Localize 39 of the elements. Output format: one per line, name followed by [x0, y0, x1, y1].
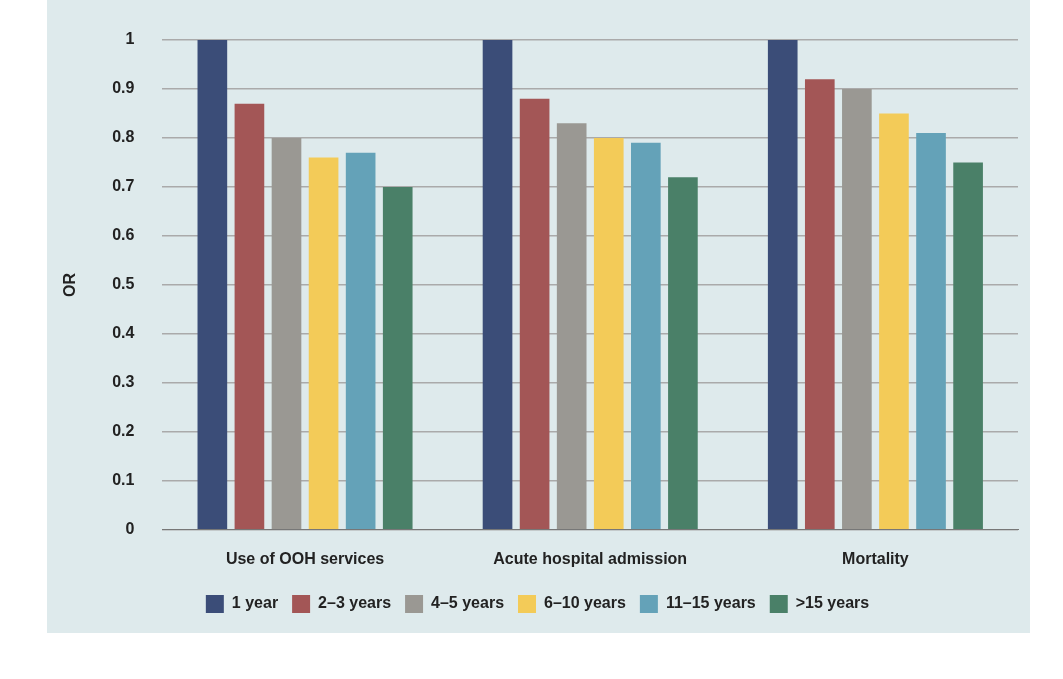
y-tick-label: 0.7	[112, 177, 135, 195]
bar	[234, 103, 265, 530]
y-tick-label: 1	[125, 30, 135, 48]
legend-label: 4–5 years	[431, 594, 505, 612]
y-tick-label: 0.1	[112, 471, 135, 489]
bar	[519, 98, 550, 530]
bar	[767, 40, 798, 530]
bar	[879, 113, 909, 530]
y-tick-label: 0	[125, 520, 135, 538]
bar	[308, 157, 339, 530]
bar	[842, 88, 872, 530]
y-tick-label: 0.2	[112, 422, 135, 440]
legend-label: 6–10 years	[544, 594, 626, 612]
bar	[953, 162, 983, 530]
bar	[556, 123, 587, 530]
y-tick-label: 0.5	[112, 275, 135, 293]
bar	[345, 152, 376, 530]
bar	[631, 142, 661, 530]
y-tick-label: 0.3	[112, 373, 135, 391]
bar	[668, 177, 698, 530]
legend-label: 11–15 years	[665, 594, 756, 612]
bar	[916, 133, 946, 530]
x-tick-label: Use of OOH services	[225, 549, 385, 567]
bar	[271, 137, 302, 530]
legend-label: 2–3 years	[318, 594, 392, 612]
legend-label: 1 year	[231, 594, 279, 612]
bar	[593, 137, 624, 530]
x-tick-label: Acute hospital admission	[493, 549, 688, 567]
y-axis-title: OR	[61, 272, 79, 297]
bar	[382, 186, 413, 530]
y-tick-label: 0.8	[112, 128, 135, 146]
x-tick-label: Mortality	[842, 549, 909, 567]
y-tick-label: 0.6	[112, 226, 135, 244]
y-tick-label: 0.4	[112, 324, 135, 342]
y-tick-label: 0.9	[112, 79, 135, 97]
legend-label: >15 years	[795, 594, 870, 612]
bar	[482, 40, 513, 530]
bar	[197, 40, 228, 530]
bar	[804, 79, 835, 530]
